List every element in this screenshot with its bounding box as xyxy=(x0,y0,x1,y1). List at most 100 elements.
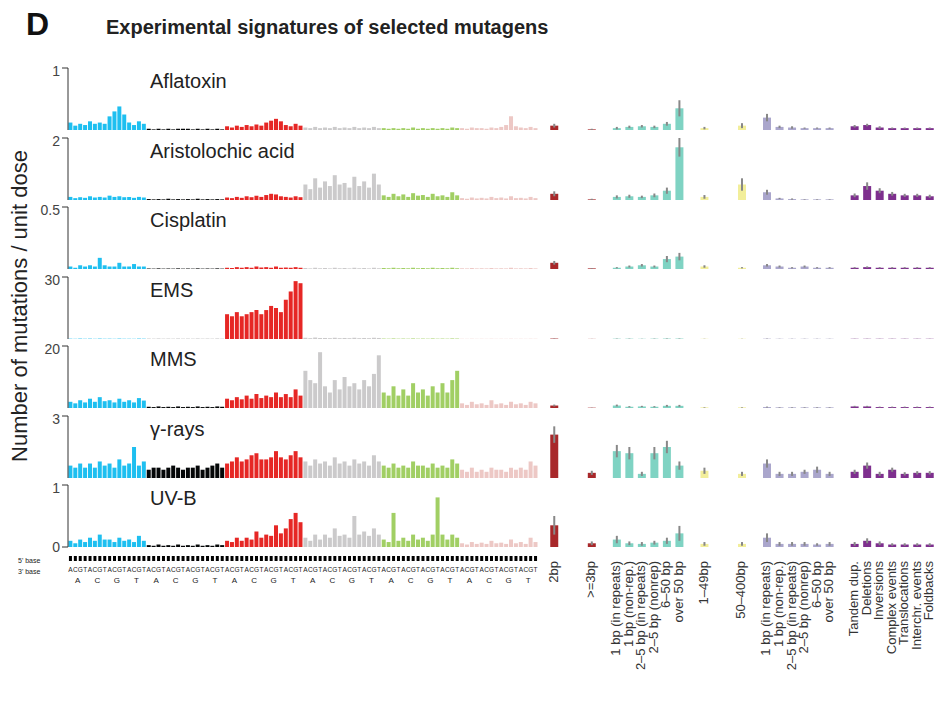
svg-text:G: G xyxy=(349,576,355,585)
svg-text:G: G xyxy=(156,566,161,573)
svg-text:3: 3 xyxy=(52,411,60,427)
svg-text:Foldbacks: Foldbacks xyxy=(921,561,933,621)
svg-text:>=3bp: >=3bp xyxy=(583,561,598,598)
svg-text:G: G xyxy=(234,566,239,573)
svg-text:T: T xyxy=(220,566,224,573)
svg-text:C: C xyxy=(173,576,179,585)
svg-text:over 50 bp: over 50 bp xyxy=(671,561,686,622)
svg-text:30: 30 xyxy=(44,272,60,288)
svg-text:T: T xyxy=(318,566,322,573)
svg-text:T: T xyxy=(436,566,440,573)
svg-text:G: G xyxy=(371,566,376,573)
html-text:Aflatoxin: Aflatoxin xyxy=(150,70,227,92)
svg-text:T: T xyxy=(534,566,538,573)
svg-text:2–5 bp (in repeats): 2–5 bp (in repeats) xyxy=(633,561,649,671)
svg-text:G: G xyxy=(254,566,259,573)
html-text:Experimental signatures of sel: Experimental signatures of selected muta… xyxy=(106,16,549,38)
svg-text:1 bp (in repeats): 1 bp (in repeats) xyxy=(608,561,624,656)
svg-text:T: T xyxy=(122,566,126,573)
svg-text:G: G xyxy=(332,566,337,573)
svg-text:G: G xyxy=(489,566,494,573)
svg-text:1 bp (non-rep.): 1 bp (non-rep.) xyxy=(620,561,636,647)
svg-text:G: G xyxy=(313,566,318,573)
svg-text:G: G xyxy=(136,566,141,573)
svg-text:G: G xyxy=(352,566,357,573)
svg-text:T: T xyxy=(447,576,452,585)
html-text:Aristolochic acid: Aristolochic acid xyxy=(150,139,295,162)
svg-text:T: T xyxy=(201,566,205,573)
svg-text:A: A xyxy=(153,576,159,585)
svg-text:over 50 bp: over 50 bp xyxy=(821,561,836,622)
svg-text:T: T xyxy=(377,566,381,573)
svg-text:2: 2 xyxy=(52,133,60,149)
svg-text:G: G xyxy=(114,576,120,585)
svg-text:T: T xyxy=(369,576,374,585)
svg-text:T: T xyxy=(494,566,498,573)
svg-text:T: T xyxy=(181,566,185,573)
svg-text:A: A xyxy=(310,576,316,585)
svg-text:T: T xyxy=(299,566,303,573)
svg-text:T: T xyxy=(134,576,139,585)
svg-text:50–400bp: 50–400bp xyxy=(733,561,748,619)
svg-text:T: T xyxy=(416,566,420,573)
html-text:EMS: EMS xyxy=(150,278,194,301)
svg-text:0.5: 0.5 xyxy=(41,202,61,218)
svg-text:G: G xyxy=(411,566,416,573)
svg-text:A: A xyxy=(388,576,394,585)
svg-text:T: T xyxy=(514,566,518,573)
svg-text:A: A xyxy=(467,576,473,585)
svg-text:G: G xyxy=(117,566,122,573)
svg-text:G: G xyxy=(293,566,298,573)
svg-text:T: T xyxy=(357,566,361,573)
html-text:MMS: MMS xyxy=(150,348,197,370)
svg-text:G: G xyxy=(271,576,277,585)
svg-text:G: G xyxy=(391,566,396,573)
svg-text:G: G xyxy=(192,576,198,585)
svg-text:T: T xyxy=(455,566,459,573)
svg-text:2bp: 2bp xyxy=(548,561,561,583)
svg-text:G: G xyxy=(215,566,220,573)
svg-text:C: C xyxy=(251,576,257,585)
svg-text:C: C xyxy=(94,576,100,585)
svg-text:T: T xyxy=(291,576,296,585)
svg-text:G: G xyxy=(469,566,474,573)
svg-text:1–49bp: 1–49bp xyxy=(696,561,711,604)
svg-text:T: T xyxy=(259,566,263,573)
svg-text:T: T xyxy=(396,566,400,573)
svg-text:T: T xyxy=(161,566,165,573)
svg-text:T: T xyxy=(212,576,217,585)
svg-text:T: T xyxy=(279,566,283,573)
svg-text:G: G xyxy=(195,566,200,573)
html-text:Cisplatin: Cisplatin xyxy=(150,209,227,231)
svg-text:A: A xyxy=(232,576,238,585)
svg-text:T: T xyxy=(526,576,531,585)
svg-text:1: 1 xyxy=(52,480,60,496)
svg-text:T: T xyxy=(338,566,342,573)
svg-text:G: G xyxy=(274,566,279,573)
svg-text:A: A xyxy=(75,576,81,585)
svg-text:G: G xyxy=(509,566,514,573)
html-text:D: D xyxy=(26,6,50,42)
svg-text:C: C xyxy=(408,576,414,585)
html-text:γ-rays: γ-rays xyxy=(150,417,205,440)
svg-text:G: G xyxy=(430,566,435,573)
svg-text:T: T xyxy=(240,566,244,573)
svg-text:0: 0 xyxy=(52,539,60,555)
svg-text:T: T xyxy=(83,566,87,573)
svg-text:G: G xyxy=(78,566,83,573)
html-text:Number of mutations / unit dos: Number of mutations / unit dose xyxy=(7,150,32,462)
svg-text:T: T xyxy=(142,566,146,573)
svg-text:G: G xyxy=(176,566,181,573)
svg-text:G: G xyxy=(97,566,102,573)
svg-text:20: 20 xyxy=(44,341,60,357)
svg-text:G: G xyxy=(528,566,533,573)
svg-text:C: C xyxy=(329,576,335,585)
html-text:UV-B: UV-B xyxy=(150,487,197,509)
svg-text:G: G xyxy=(506,576,512,585)
svg-text:T: T xyxy=(475,566,479,573)
svg-text:1: 1 xyxy=(52,63,60,79)
svg-text:T: T xyxy=(103,566,107,573)
svg-text:G: G xyxy=(450,566,455,573)
svg-text:C: C xyxy=(486,576,492,585)
svg-text:G: G xyxy=(427,576,433,585)
